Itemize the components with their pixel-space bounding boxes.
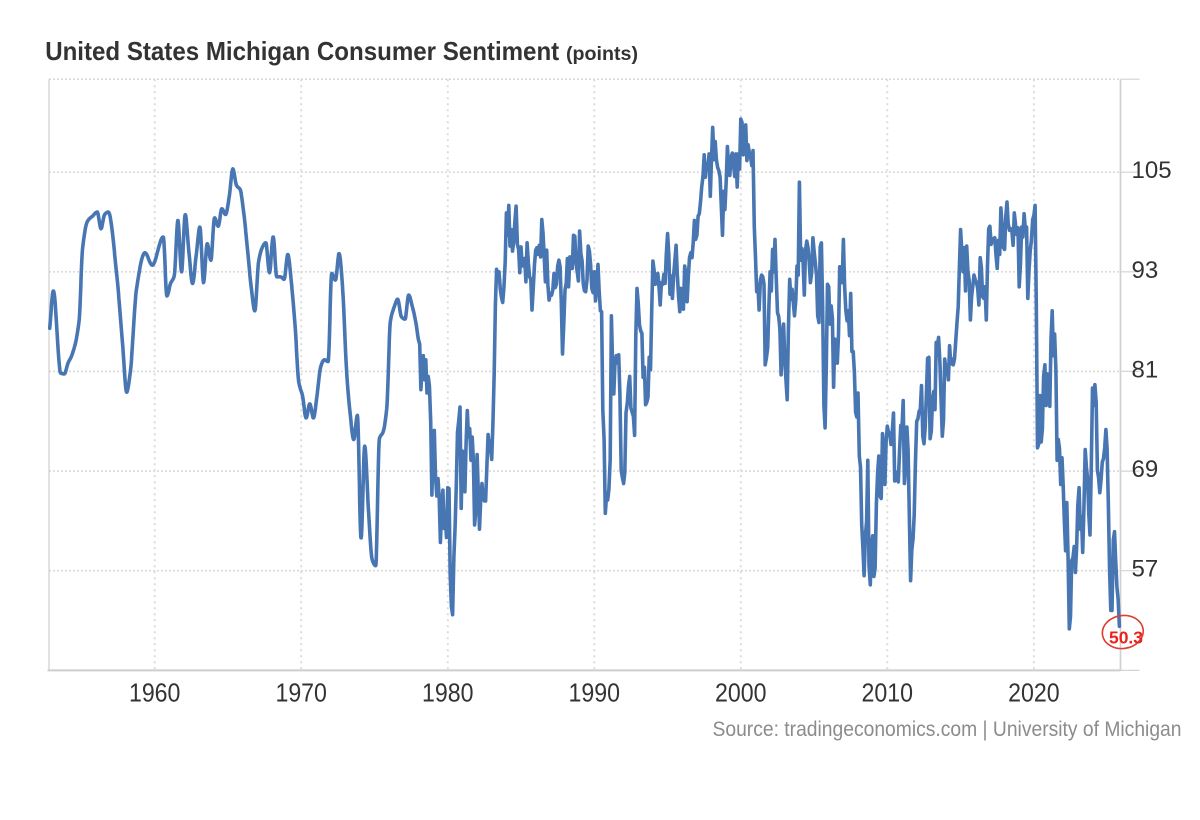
svg-text:(points): (points)	[566, 43, 638, 65]
svg-text:1980: 1980	[422, 677, 474, 707]
svg-text:2000: 2000	[715, 677, 767, 707]
svg-text:105: 105	[1132, 157, 1172, 184]
svg-text:Source: tradingeconomics.com |: Source: tradingeconomics.com | Universit…	[713, 718, 1182, 741]
svg-text:2020: 2020	[1008, 677, 1060, 707]
svg-text:1970: 1970	[275, 677, 327, 707]
svg-text:United States Michigan Consume: United States Michigan Consumer Sentimen…	[45, 36, 559, 66]
svg-text:81: 81	[1132, 356, 1159, 383]
svg-text:2010: 2010	[862, 677, 914, 707]
svg-text:69: 69	[1132, 456, 1159, 483]
svg-text:50.3: 50.3	[1109, 628, 1143, 648]
svg-text:1960: 1960	[129, 677, 181, 707]
svg-text:1990: 1990	[569, 677, 621, 707]
svg-text:93: 93	[1132, 257, 1159, 284]
svg-text:57: 57	[1132, 556, 1159, 583]
